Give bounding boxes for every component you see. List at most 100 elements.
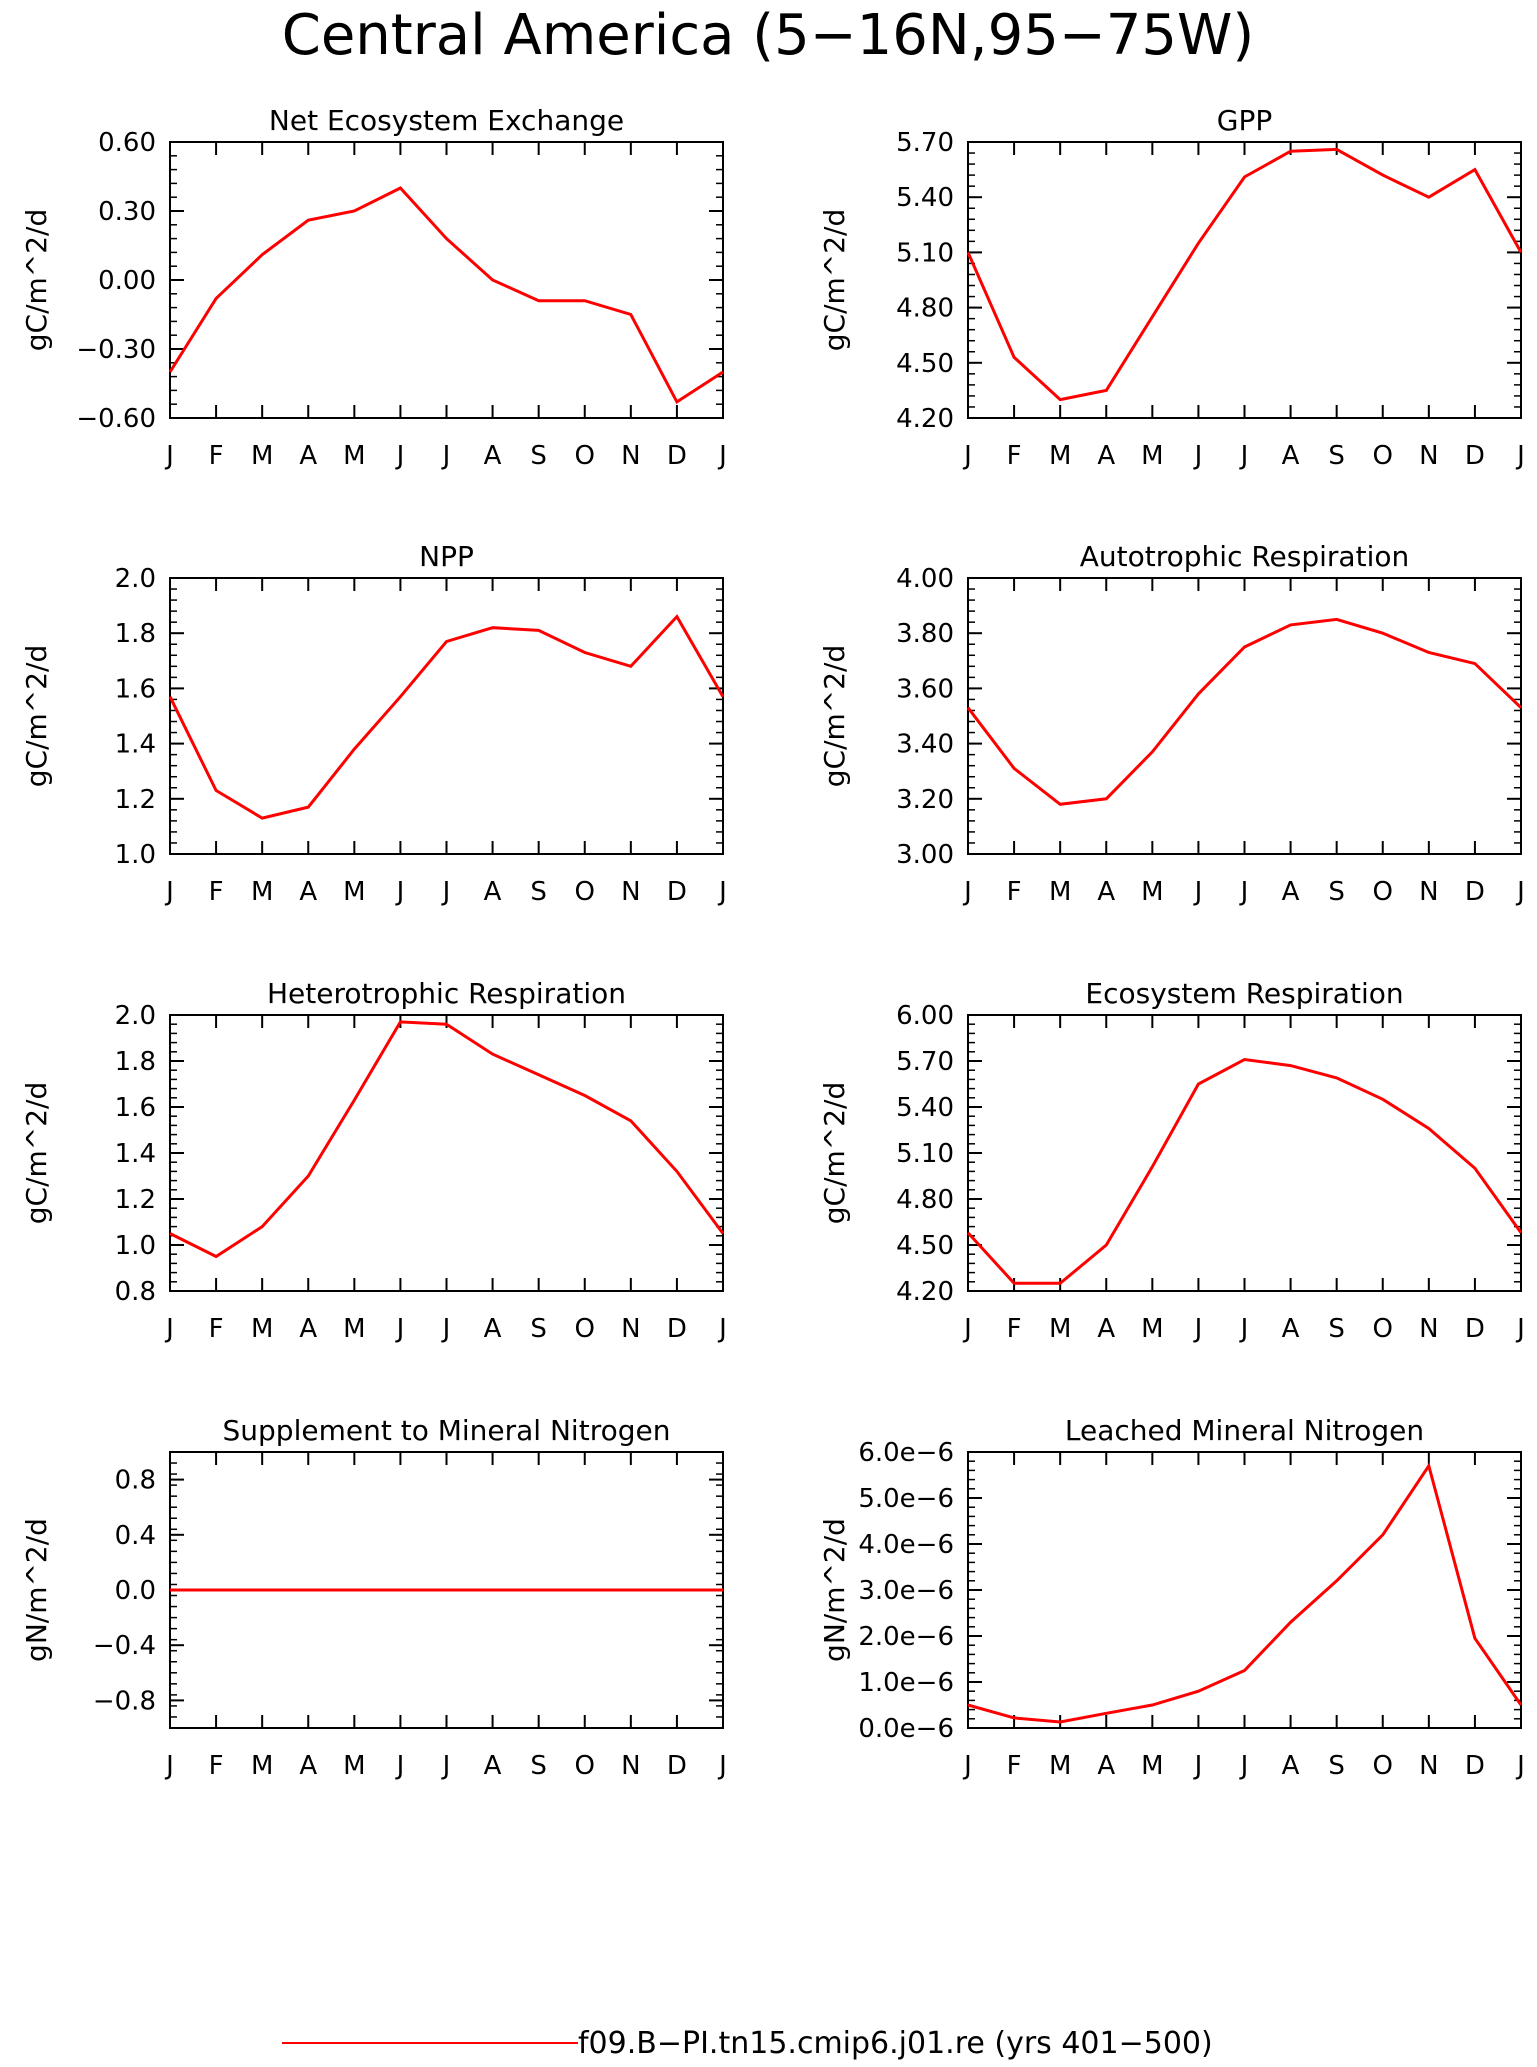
- x-tick-label: F: [209, 1751, 224, 1781]
- x-tick-label: J: [1239, 441, 1249, 471]
- legend: f09.B−PI.tn15.cmip6.j01.re (yrs 401−500): [282, 2026, 1213, 2061]
- y-tick-label: 0.00: [98, 266, 156, 296]
- panel-title: Supplement to Mineral Nitrogen: [223, 1414, 671, 1447]
- y-axis-label: gC/m^2/d: [20, 1082, 53, 1225]
- x-tick-label: J: [1239, 877, 1249, 907]
- x-tick-label: A: [1097, 441, 1115, 471]
- y-tick-label: 1.0: [115, 1231, 156, 1261]
- x-tick-label: J: [717, 1751, 727, 1781]
- x-tick-label: M: [1049, 877, 1071, 907]
- plot-frame: [967, 1014, 1522, 1292]
- y-tick-label: 1.8: [115, 619, 156, 649]
- x-tick-label: J: [962, 441, 972, 471]
- series-line: [168, 614, 725, 820]
- y-tick-label: 0.60: [98, 128, 156, 158]
- x-tick-label: J: [962, 1751, 972, 1781]
- y-axis-label: gN/m^2/d: [20, 1518, 53, 1662]
- y-tick-label: 1.6: [115, 1093, 156, 1123]
- x-tick-label: M: [251, 877, 273, 907]
- y-tick-label: 3.40: [896, 730, 954, 760]
- x-tick-label: M: [1141, 441, 1163, 471]
- series-line: [966, 147, 1523, 402]
- series-line: [966, 617, 1523, 806]
- panel-title: Heterotrophic Respiration: [267, 977, 626, 1010]
- x-tick-label: J: [164, 877, 174, 907]
- x-tick-label: O: [1373, 1314, 1393, 1344]
- x-tick-label: A: [484, 1314, 502, 1344]
- x-tick-label: M: [1049, 441, 1071, 471]
- series-line: [966, 1057, 1523, 1285]
- legend-label: f09.B−PI.tn15.cmip6.j01.re (yrs 401−500): [578, 2026, 1213, 2061]
- y-tick-label: 6.0e−6: [858, 1438, 954, 1468]
- x-tick-label: N: [1419, 1751, 1438, 1781]
- x-tick-label: S: [530, 1751, 547, 1781]
- y-tick-label: 3.20: [896, 785, 954, 815]
- y-tick-label: 4.00: [896, 564, 954, 594]
- x-tick-label: J: [395, 1314, 405, 1344]
- y-tick-label: 0.30: [98, 197, 156, 227]
- x-tick-label: M: [343, 441, 365, 471]
- x-tick-label: A: [1282, 1314, 1300, 1344]
- x-tick-label: D: [667, 877, 687, 907]
- y-tick-label: 3.0e−6: [858, 1576, 954, 1606]
- x-tick-label: D: [1465, 877, 1485, 907]
- y-tick-label: 3.00: [896, 840, 954, 870]
- x-tick-label: J: [1193, 1314, 1203, 1344]
- x-tick-label: N: [621, 1314, 640, 1344]
- panel-title: Ecosystem Respiration: [1085, 977, 1403, 1010]
- x-tick-label: F: [1007, 441, 1022, 471]
- y-tick-label: 6.00: [896, 1001, 954, 1031]
- x-tick-label: M: [343, 877, 365, 907]
- x-tick-label: J: [164, 1314, 174, 1344]
- x-tick-label: N: [1419, 441, 1438, 471]
- y-tick-label: 4.20: [896, 404, 954, 434]
- x-tick-label: A: [1097, 877, 1115, 907]
- x-tick-label: D: [667, 1751, 687, 1781]
- x-tick-label: S: [1328, 1751, 1345, 1781]
- x-tick-label: S: [1328, 441, 1345, 471]
- x-tick-label: A: [299, 877, 317, 907]
- x-tick-label: J: [1515, 877, 1525, 907]
- x-tick-label: J: [164, 1751, 174, 1781]
- x-tick-label: F: [1007, 1314, 1022, 1344]
- y-tick-label: −0.8: [93, 1686, 156, 1716]
- y-tick-label: 4.0e−6: [858, 1530, 954, 1560]
- x-tick-label: J: [441, 441, 451, 471]
- x-tick-label: J: [441, 1314, 451, 1344]
- x-tick-label: A: [1282, 441, 1300, 471]
- panel-title: GPP: [1217, 104, 1272, 137]
- y-tick-label: 0.8: [115, 1466, 156, 1496]
- x-tick-label: D: [1465, 1751, 1485, 1781]
- y-tick-label: 2.0: [115, 1001, 156, 1031]
- y-tick-label: −0.30: [76, 335, 156, 365]
- x-tick-label: F: [1007, 1751, 1022, 1781]
- y-axis-label: gC/m^2/d: [818, 1082, 851, 1225]
- x-tick-label: A: [299, 1314, 317, 1344]
- x-tick-label: J: [395, 441, 405, 471]
- x-tick-label: J: [395, 877, 405, 907]
- x-tick-label: D: [667, 441, 687, 471]
- x-tick-label: J: [395, 1751, 405, 1781]
- y-tick-label: 4.50: [896, 1231, 954, 1261]
- x-tick-label: J: [1193, 877, 1203, 907]
- x-tick-label: J: [1193, 441, 1203, 471]
- y-tick-label: 1.2: [115, 1185, 156, 1215]
- x-tick-label: S: [1328, 1314, 1345, 1344]
- x-tick-label: M: [343, 1314, 365, 1344]
- x-tick-label: J: [1193, 1751, 1203, 1781]
- plot-frame: [967, 141, 1522, 419]
- x-tick-label: A: [299, 441, 317, 471]
- x-tick-label: J: [962, 877, 972, 907]
- x-tick-label: A: [484, 877, 502, 907]
- x-tick-label: S: [530, 441, 547, 471]
- y-tick-label: 2.0e−6: [858, 1622, 954, 1652]
- x-tick-label: M: [251, 1314, 273, 1344]
